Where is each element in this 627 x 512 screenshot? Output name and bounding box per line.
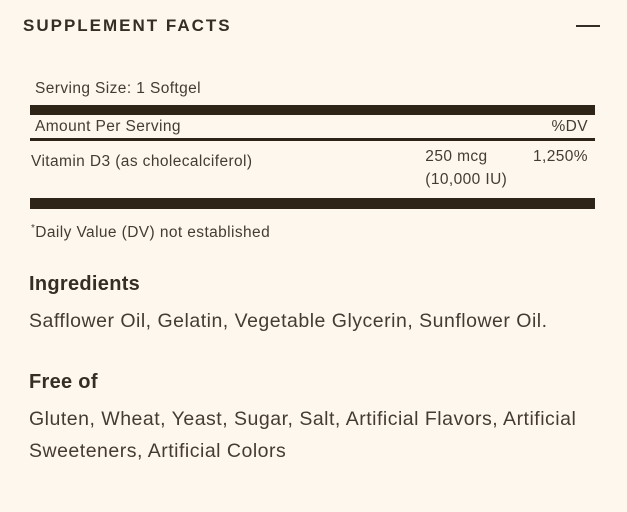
dv-footnote: *Daily Value (DV) not established xyxy=(31,223,597,242)
amount-per-serving-label: Amount Per Serving xyxy=(35,118,181,135)
nutrient-amount: 250 mcg (10,000 IU) xyxy=(425,145,530,191)
minus-icon xyxy=(576,25,600,27)
ingredients-text: Safflower Oil, Gelatin, Vegetable Glycer… xyxy=(29,310,548,332)
nutrient-amount-iu: (10,000 IU) xyxy=(425,171,508,188)
supplement-facts-panel: SUPPLEMENT FACTS Serving Size: 1 Softgel… xyxy=(0,16,627,512)
collapse-toggle-button[interactable] xyxy=(574,18,600,34)
table-header-rule xyxy=(30,138,595,141)
section-title: SUPPLEMENT FACTS xyxy=(23,16,232,35)
nutrient-dv-value: 1,250% xyxy=(533,148,588,165)
nutrient-amount-mcg: 250 mcg xyxy=(425,148,488,165)
free-of-heading: Free of xyxy=(29,371,98,393)
serving-size-text: Serving Size: 1 Softgel xyxy=(35,80,202,97)
ingredients-heading: Ingredients xyxy=(29,273,141,295)
accordion-header[interactable]: SUPPLEMENT FACTS xyxy=(23,16,600,36)
table-header-row: Amount Per Serving %DV xyxy=(30,115,595,138)
free-of-text: Gluten, Wheat, Yeast, Sugar, Salt, Artif… xyxy=(29,408,577,462)
table-row: Vitamin D3 (as cholecalciferol) 250 mcg … xyxy=(30,141,595,195)
supplement-facts-table: Serving Size: 1 Softgel Amount Per Servi… xyxy=(30,80,595,209)
dv-column-label: %DV xyxy=(551,118,588,135)
footnote-asterisk: * xyxy=(31,223,36,234)
table-bottom-bar xyxy=(30,198,595,209)
table-top-bar xyxy=(30,105,595,115)
nutrient-name: Vitamin D3 (as cholecalciferol) xyxy=(31,153,253,170)
footnote-text: Daily Value (DV) not established xyxy=(35,224,271,241)
